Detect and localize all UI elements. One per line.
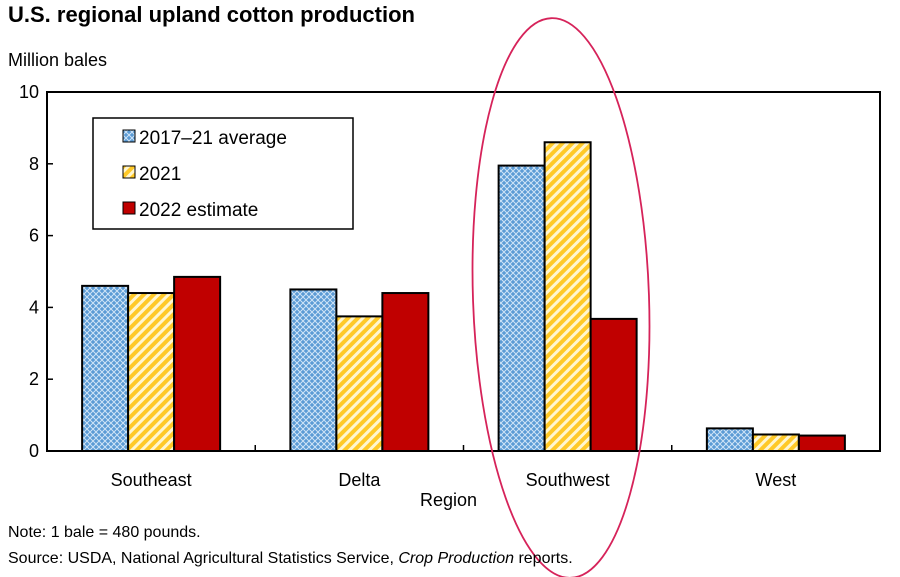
y-axis-label: Million bales [8, 50, 108, 70]
x-tick-label: Southeast [111, 470, 192, 490]
legend-swatch [122, 129, 136, 143]
x-axis-label: Region [420, 490, 478, 510]
source-suffix: reports. [514, 550, 573, 567]
highlight-ellipse [471, 17, 651, 577]
legend-box [92, 117, 354, 230]
plot-frame [46, 91, 881, 452]
x-tick-label: West [756, 470, 797, 490]
bar-southwest-2 [589, 317, 638, 452]
bar-southeast-0 [81, 284, 130, 452]
bar-southwest-0 [497, 164, 546, 452]
bar-delta-1 [335, 315, 384, 452]
source-italic: Crop Production [398, 550, 514, 567]
legend-label: 2017–21 average [139, 128, 287, 149]
bar-west-2 [797, 434, 846, 452]
y-tick-label: 6 [29, 226, 39, 246]
x-tick-label: Southwest [526, 470, 610, 490]
bar-southeast-2 [173, 275, 222, 453]
legend-swatch [122, 201, 136, 215]
y-tick-label: 8 [29, 154, 39, 174]
legend-label: 2021 [139, 164, 181, 185]
chart-title: U.S. regional upland cotton production [8, 2, 415, 27]
bar-west-1 [751, 433, 800, 452]
legend-label: 2022 estimate [139, 200, 258, 221]
source: Source: USDA, National Agricultural Stat… [8, 550, 573, 568]
y-tick-label: 0 [29, 441, 39, 461]
source-prefix: Source: USDA, National Agricultural Stat… [8, 550, 399, 567]
y-tick-label: 2 [29, 369, 39, 389]
legend-swatch [122, 165, 136, 179]
bar-southwest-1 [543, 141, 592, 452]
bar-west-0 [705, 427, 754, 452]
bar-southeast-1 [127, 292, 176, 453]
bar-delta-2 [381, 292, 430, 453]
bar-delta-0 [289, 288, 338, 453]
x-tick-label: Delta [338, 470, 381, 490]
note: Note: 1 bale = 480 pounds. [8, 524, 201, 541]
y-tick-label: 4 [29, 297, 39, 317]
y-tick-label: 10 [19, 82, 39, 102]
